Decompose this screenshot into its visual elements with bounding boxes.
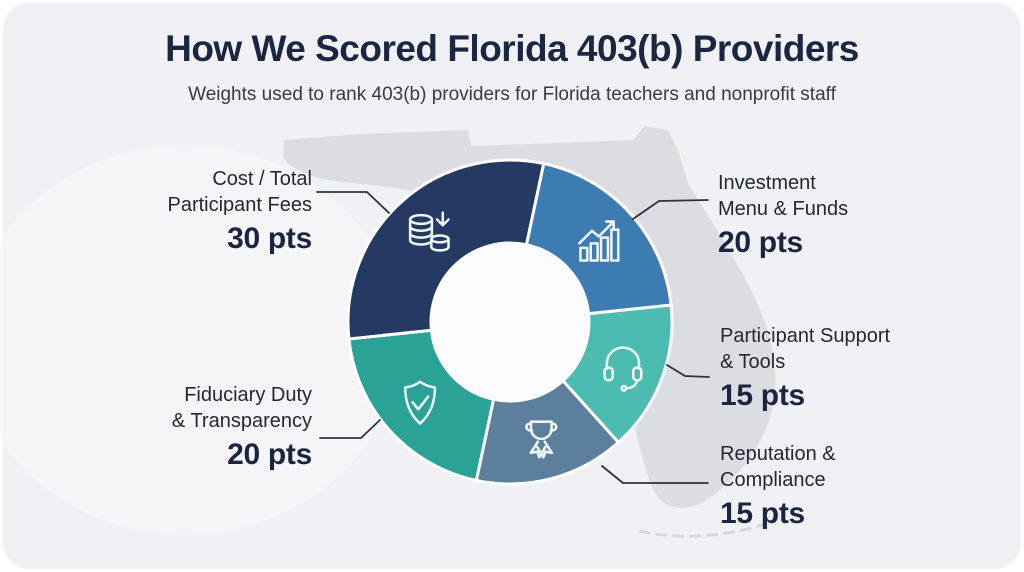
segment-label-participant-support: Participant Support & Tools 15 pts: [720, 323, 960, 414]
segment-name: Cost / Total Participant Fees: [167, 168, 312, 216]
segment-points: 15 pts: [720, 497, 805, 530]
segment-name: Reputation & Compliance: [720, 443, 836, 491]
page-subtitle: Weights used to rank 403(b) providers fo…: [188, 84, 836, 105]
segment-label-reputation-compliance: Reputation & Compliance 15 pts: [720, 441, 950, 532]
segment-label-investment: Investment Menu & Funds 20 pts: [718, 170, 948, 261]
donut-chart: [346, 158, 674, 486]
segment-label-cost-fees: Cost / Total Participant Fees 30 pts: [100, 166, 312, 257]
segment-label-fiduciary-transparency: Fiduciary Duty & Transparency 20 pts: [100, 382, 312, 473]
segment-points: 20 pts: [227, 438, 312, 471]
segment-points: 30 pts: [227, 222, 312, 255]
page-title: How We Scored Florida 403(b) Providers: [165, 28, 859, 69]
segment-points: 15 pts: [720, 379, 805, 412]
segment-name: Fiduciary Duty & Transparency: [171, 384, 312, 432]
segment-name: Participant Support & Tools: [720, 325, 891, 373]
segment-points: 20 pts: [718, 226, 803, 259]
segment-name: Investment Menu & Funds: [718, 172, 849, 220]
donut-hole: [430, 242, 590, 402]
